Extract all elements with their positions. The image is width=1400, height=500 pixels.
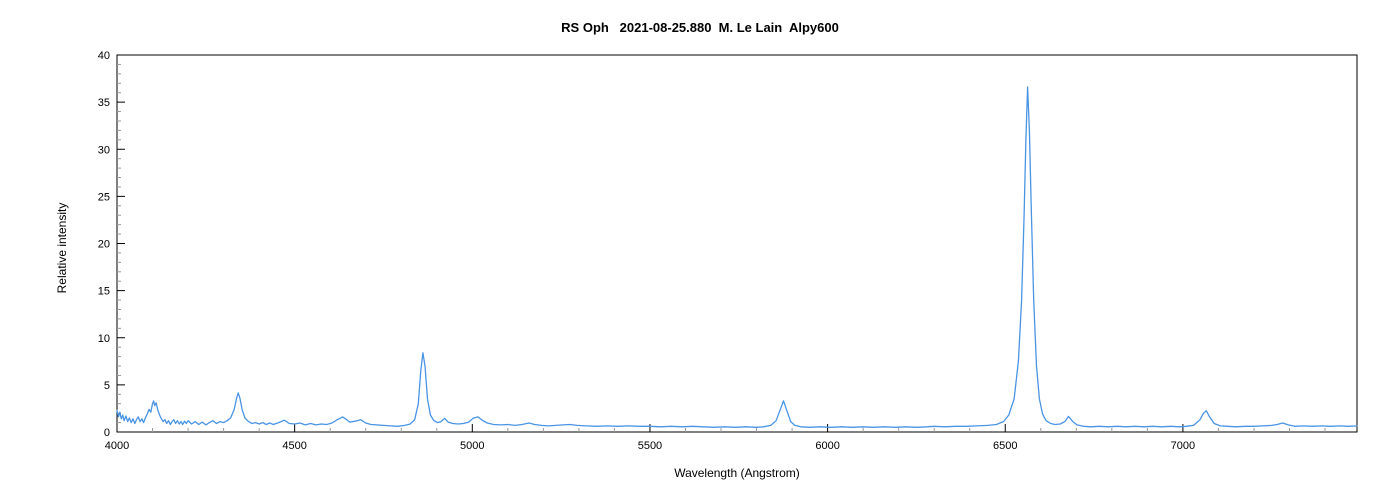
y-tick-label: 5	[104, 380, 110, 392]
y-tick-label: 10	[98, 333, 110, 345]
x-tick-label: 6500	[993, 440, 1017, 452]
plot-frame	[116, 54, 1358, 433]
x-tick-label: 5500	[638, 440, 662, 452]
x-tick-label: 4000	[105, 440, 129, 452]
x-tick-label: 6000	[815, 440, 839, 452]
y-tick-label: 15	[98, 286, 110, 298]
x-tick-label: 7000	[1171, 440, 1195, 452]
y-tick-label: 40	[98, 50, 110, 62]
x-axis-label: Wavelength (Angstrom)	[674, 466, 800, 480]
chart-title: RS Oph 2021-08-25.880 M. Le Lain Alpy600	[561, 20, 839, 35]
y-tick-label: 25	[98, 191, 110, 203]
x-tick-label: 5000	[460, 440, 484, 452]
spectrum-line	[116, 86, 1358, 428]
y-tick-label: 35	[98, 97, 110, 109]
y-tick-label: 0	[104, 427, 110, 439]
x-tick-label: 4500	[282, 440, 306, 452]
y-tick-label: 30	[98, 144, 110, 156]
y-tick-label: 20	[98, 239, 110, 251]
